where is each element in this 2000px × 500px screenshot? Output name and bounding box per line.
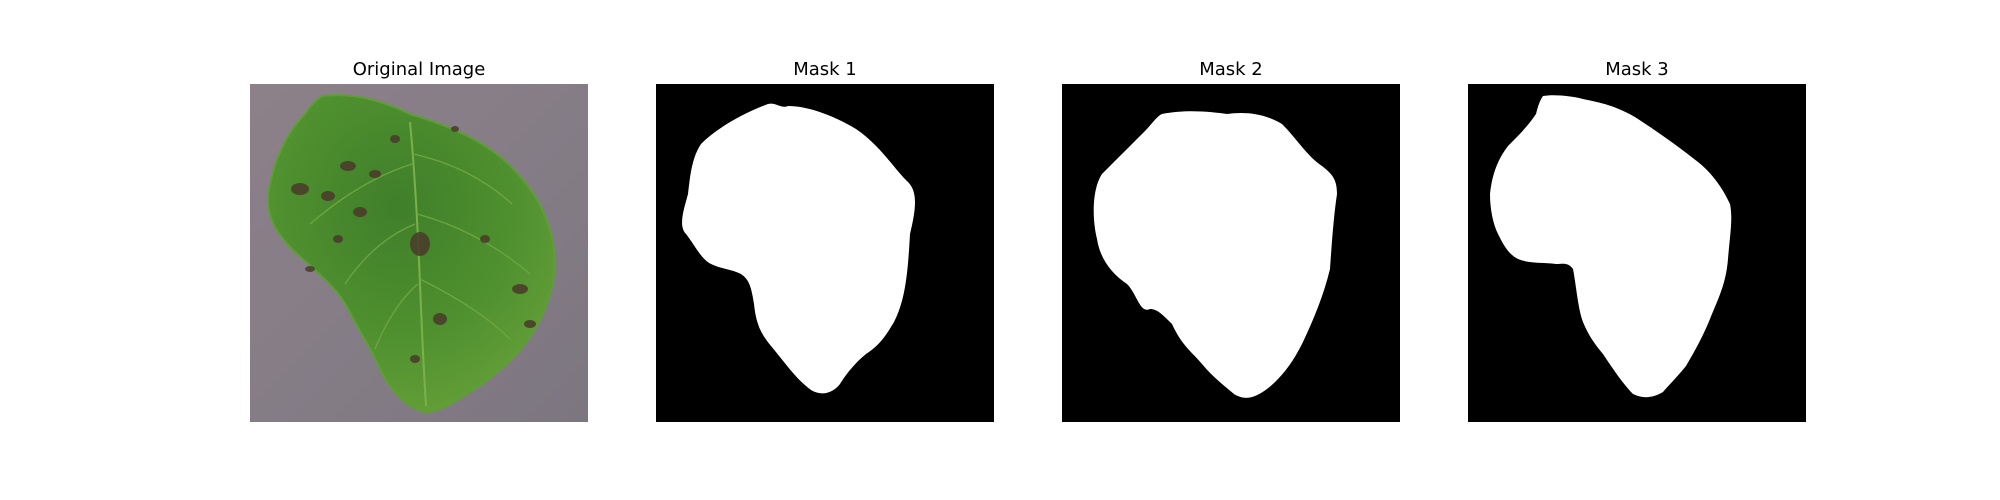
mask-2-image xyxy=(1062,84,1400,422)
mask-foreground xyxy=(1490,95,1732,398)
leaf-shape xyxy=(267,94,556,414)
panel-title: Mask 3 xyxy=(1605,59,1669,80)
original-leaf-image xyxy=(250,84,588,422)
mask-1 xyxy=(656,84,994,422)
mask-2 xyxy=(1062,84,1400,422)
mask-foreground xyxy=(1093,111,1337,398)
mask-1-image xyxy=(656,84,994,422)
leaf-spots xyxy=(291,126,536,363)
mask-3-image xyxy=(1468,84,1806,422)
panel-title: Mask 2 xyxy=(1199,59,1263,80)
panel-title: Original Image xyxy=(352,59,486,80)
leaf-vein-left xyxy=(309,163,419,350)
leaf-photo xyxy=(250,84,588,422)
mask-3 xyxy=(1468,84,1806,422)
panel-title: Mask 1 xyxy=(793,59,857,80)
leaf-midrib xyxy=(409,121,427,407)
leaf-vein-right xyxy=(412,153,531,340)
mask-foreground xyxy=(682,103,915,394)
